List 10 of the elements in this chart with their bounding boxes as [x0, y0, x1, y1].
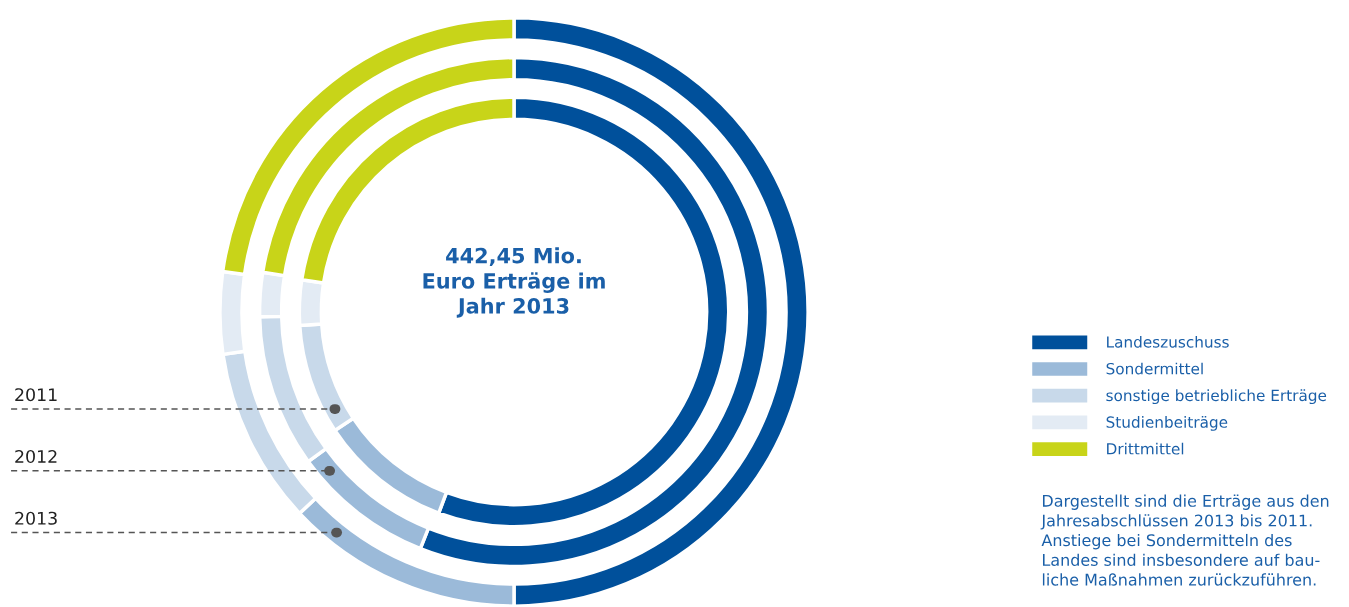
- legend-label: Drittmittel: [1107, 442, 1184, 455]
- text: 442,45 Mio. Euro Erträge im Jahr 2013: [423, 247, 605, 318]
- slice-label: 2012: [15, 449, 57, 464]
- text: Dargestellt sind die Erträge aus den Jahresabschlüssen 2013 bis 2011. Anstiege bei Sondermitteln des Landes sind insbesondere auf bau- liche Maßnahmen zurückzuführen.: [1040, 494, 1329, 586]
- legend-label: Sondermittel: [1106, 362, 1203, 375]
- legend-label: sonstige betriebliche Erträge: [1106, 389, 1327, 405]
- slice-label: 2011: [15, 388, 57, 402]
- legend-label: Landeszuschuss: [1107, 335, 1229, 348]
- slice-label: 2013: [15, 511, 57, 525]
- legend-label: Studienbeiträge: [1106, 416, 1228, 431]
